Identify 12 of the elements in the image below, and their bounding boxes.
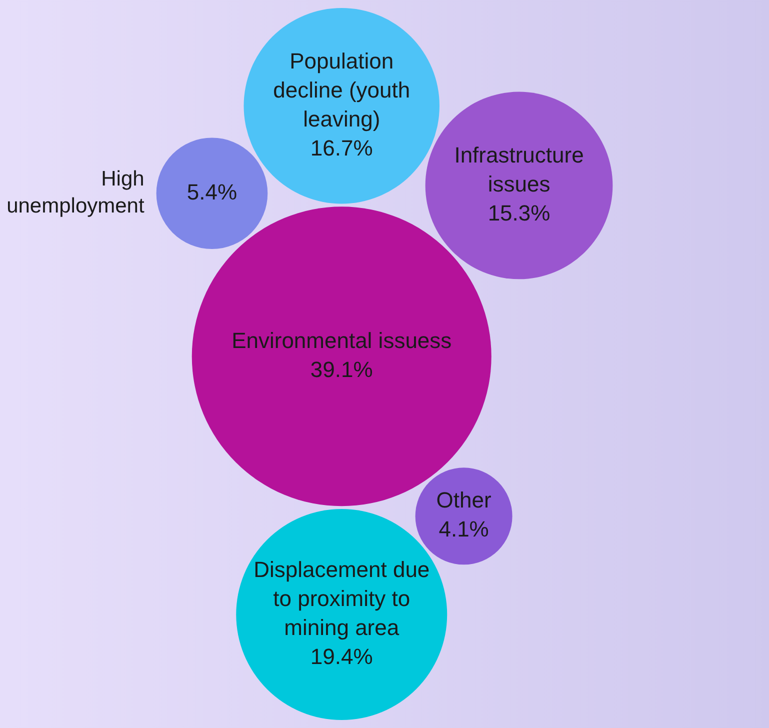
data-label: 15.3% bbox=[488, 200, 550, 226]
category-label: Infrastructure issues bbox=[454, 142, 584, 197]
data-label: 16.7% bbox=[310, 135, 373, 160]
data-label: 5.4% bbox=[186, 179, 238, 204]
data-label: 4.1% bbox=[438, 516, 489, 542]
category-label: Other bbox=[436, 488, 492, 513]
data-label: 39.1% bbox=[310, 356, 373, 382]
category-label: Environmental issuess bbox=[232, 328, 452, 353]
category-label: Population decline (youth leaving) bbox=[273, 48, 410, 132]
category-label: Displacement due to proximity to mining area bbox=[254, 557, 430, 640]
category-label: High unemployment bbox=[6, 168, 144, 218]
data-label: 19.4% bbox=[310, 644, 373, 670]
